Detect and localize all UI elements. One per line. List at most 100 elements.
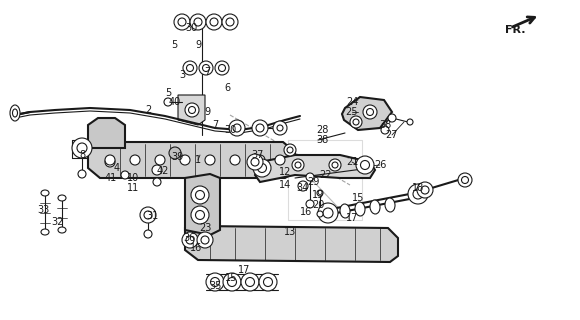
Circle shape (229, 120, 245, 136)
Text: 4: 4 (114, 163, 120, 173)
Ellipse shape (355, 202, 365, 216)
Text: FR.: FR. (505, 25, 525, 35)
Circle shape (182, 232, 198, 248)
Text: 2: 2 (145, 105, 151, 115)
Text: 15: 15 (225, 273, 237, 283)
Circle shape (255, 155, 265, 165)
Polygon shape (342, 97, 392, 130)
Ellipse shape (13, 109, 17, 117)
Text: 21: 21 (346, 157, 358, 167)
Circle shape (317, 190, 323, 196)
Text: 7: 7 (212, 120, 218, 130)
Circle shape (407, 119, 413, 125)
Circle shape (190, 14, 206, 30)
Text: 35: 35 (209, 281, 221, 291)
Circle shape (226, 18, 234, 26)
Circle shape (233, 124, 241, 132)
Circle shape (388, 114, 396, 122)
Circle shape (277, 125, 283, 131)
Ellipse shape (10, 105, 20, 121)
Circle shape (121, 171, 129, 179)
Circle shape (155, 155, 165, 165)
Text: 24: 24 (346, 97, 358, 107)
Polygon shape (255, 155, 375, 182)
Circle shape (417, 182, 433, 198)
Text: 25: 25 (346, 107, 358, 117)
Text: 39: 39 (171, 152, 183, 162)
Circle shape (350, 116, 362, 128)
Circle shape (329, 159, 341, 171)
Circle shape (210, 18, 218, 26)
Text: 5: 5 (165, 88, 171, 98)
Circle shape (183, 61, 197, 75)
Circle shape (421, 186, 429, 194)
Text: 6: 6 (224, 83, 230, 93)
Circle shape (202, 65, 209, 71)
Circle shape (78, 170, 86, 178)
Circle shape (194, 18, 202, 26)
Circle shape (295, 162, 301, 168)
Circle shape (186, 236, 194, 244)
Circle shape (287, 147, 293, 153)
Circle shape (223, 273, 241, 291)
Circle shape (201, 236, 209, 244)
Ellipse shape (58, 195, 66, 201)
Circle shape (275, 155, 285, 165)
Ellipse shape (41, 229, 49, 235)
Circle shape (273, 121, 287, 135)
Circle shape (188, 107, 195, 114)
Text: 27: 27 (386, 130, 398, 140)
Ellipse shape (58, 227, 66, 233)
Circle shape (164, 98, 172, 106)
Text: 20: 20 (312, 200, 324, 210)
Text: 5: 5 (171, 40, 177, 50)
Circle shape (353, 119, 359, 125)
Circle shape (251, 158, 259, 166)
Circle shape (211, 277, 219, 286)
Circle shape (219, 65, 226, 71)
Circle shape (205, 155, 215, 165)
Text: 19: 19 (312, 190, 324, 200)
Circle shape (144, 230, 152, 238)
Text: 33: 33 (37, 205, 49, 215)
Circle shape (195, 211, 205, 220)
Circle shape (298, 181, 308, 191)
Text: 38: 38 (316, 135, 328, 145)
Circle shape (178, 18, 186, 26)
Circle shape (292, 159, 304, 171)
Text: 30: 30 (185, 23, 197, 33)
Circle shape (197, 232, 213, 248)
Text: 41: 41 (105, 173, 117, 183)
Circle shape (227, 277, 237, 286)
Circle shape (153, 178, 161, 186)
Polygon shape (88, 118, 125, 148)
Text: 23: 23 (199, 223, 211, 233)
Text: 17: 17 (346, 213, 358, 223)
Circle shape (230, 155, 240, 165)
Text: 37: 37 (252, 150, 264, 160)
Circle shape (206, 14, 222, 30)
Circle shape (206, 273, 224, 291)
Circle shape (169, 147, 181, 159)
Circle shape (245, 277, 255, 286)
Circle shape (191, 186, 209, 204)
Text: 29: 29 (307, 177, 319, 187)
Circle shape (381, 126, 389, 134)
Circle shape (367, 108, 374, 116)
Circle shape (323, 208, 333, 218)
Polygon shape (88, 142, 295, 178)
Text: 14: 14 (279, 180, 291, 190)
Text: 17: 17 (238, 265, 250, 275)
Circle shape (361, 161, 369, 170)
Circle shape (317, 211, 323, 217)
Text: 9: 9 (204, 107, 210, 117)
Circle shape (306, 200, 314, 208)
Text: 28: 28 (316, 125, 328, 135)
Circle shape (306, 173, 314, 181)
Circle shape (332, 162, 338, 168)
Text: 10: 10 (127, 173, 139, 183)
Circle shape (174, 14, 190, 30)
Text: 31: 31 (146, 211, 158, 221)
Circle shape (241, 273, 259, 291)
Circle shape (130, 155, 140, 165)
